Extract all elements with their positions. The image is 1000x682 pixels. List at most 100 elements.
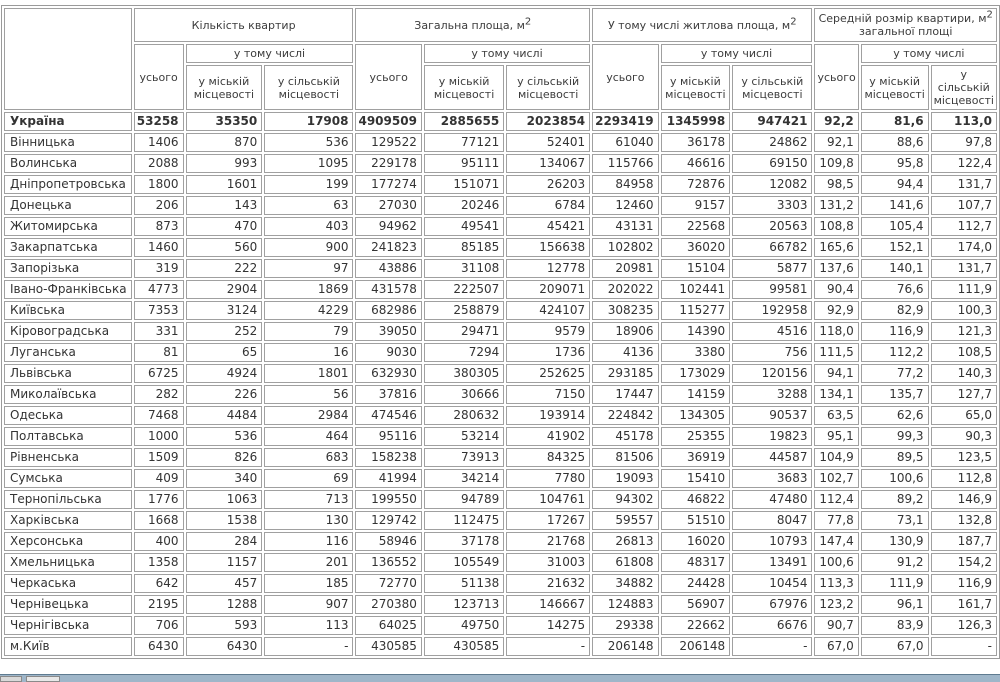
status-bar-segment [26,676,60,682]
urban-header: у міській місцевості [860,65,929,110]
value-cell: 15410 [660,469,731,488]
value-cell: 102,7 [814,469,859,488]
value-cell: 147,4 [814,532,859,551]
value-cell: 90,4 [814,280,859,299]
value-cell: 129522 [355,133,422,152]
value-cell: 146,9 [930,490,997,509]
value-cell: 123,5 [930,448,997,467]
region-name-cell: Закарпатська [4,238,132,257]
value-cell: 85185 [423,238,505,257]
value-cell: 141,6 [860,196,929,215]
table-row: Сумська 409 340 69 41994 34214 7780 19093 15410 3… [4,469,997,488]
value-cell: 826 [185,448,263,467]
group-header-text: Середній розмір квартири, м [818,12,987,25]
value-cell: 26203 [506,175,591,194]
value-cell: 47480 [732,490,813,509]
value-cell: 97,8 [930,133,997,152]
region-name-cell: Україна [4,112,132,131]
table-body: Україна 53258 35350 17908 4909509 2885655 2023… [4,112,997,656]
value-cell: 95111 [423,154,505,173]
table-row: Вінницька 1406 870 536 129522 77121 52401 61040… [4,133,997,152]
value-cell: 100,3 [930,301,997,320]
value-cell: 95,8 [860,154,929,173]
region-name-cell: Кіровоградська [4,322,132,341]
value-cell: - [264,637,354,656]
group-header-text: Загальна площа, м [414,18,525,32]
value-cell: 94789 [423,490,505,509]
value-cell: 105549 [423,553,505,572]
value-cell: 241823 [355,238,422,257]
value-cell: 29471 [423,322,505,341]
value-cell: 82,9 [860,301,929,320]
value-cell: 66782 [732,238,813,257]
value-cell: 94,1 [814,364,859,383]
value-cell: 2023854 [506,112,591,131]
value-cell: 154,2 [930,553,997,572]
group-header-living-area: У тому числі житлова площа, м2 [592,8,813,42]
value-cell: 706 [133,616,184,635]
value-cell: 642 [133,574,184,593]
value-cell: 19823 [732,427,813,446]
value-cell: 130,9 [860,532,929,551]
value-cell: 34882 [592,574,659,593]
value-cell: 84325 [506,448,591,467]
value-cell: 209071 [506,280,591,299]
value-cell: 2904 [185,280,263,299]
value-cell: 20246 [423,196,505,215]
value-cell: 9157 [660,196,731,215]
value-cell: 100,6 [814,553,859,572]
region-name-cell: м.Київ [4,637,132,656]
value-cell: 120156 [732,364,813,383]
value-cell: 20981 [592,259,659,278]
value-cell: 31108 [423,259,505,278]
table-row: Закарпатська 1460 560 900 241823 85185 156638 1… [4,238,997,257]
value-cell: 993 [185,154,263,173]
superscript: 2 [790,15,797,27]
value-cell: 7150 [506,385,591,404]
value-cell: 199550 [355,490,422,509]
table-row: Донецька 206 143 63 27030 20246 6784 12460 9157 3… [4,196,997,215]
value-cell: 116,9 [860,322,929,341]
value-cell: 41994 [355,469,422,488]
value-cell: 81,6 [860,112,929,131]
value-cell: 2885655 [423,112,505,131]
value-cell: 308235 [592,301,659,320]
superscript: 2 [986,9,993,21]
value-cell: 89,5 [860,448,929,467]
value-cell: 113 [264,616,354,635]
table-row: Україна 53258 35350 17908 4909509 2885655 2023… [4,112,997,131]
region-name-cell: Хмельницька [4,553,132,572]
value-cell: 1776 [133,490,184,509]
value-cell: 252625 [506,364,591,383]
value-cell: 45178 [592,427,659,446]
value-cell: 17267 [506,511,591,530]
header-leaf-row: у міській місцевості у сільській місцево… [4,65,997,110]
value-cell: 9030 [355,343,422,362]
value-cell: 873 [133,217,184,236]
value-cell: 52401 [506,133,591,152]
value-cell: 409 [133,469,184,488]
value-cell: 1288 [185,595,263,614]
value-cell: 134067 [506,154,591,173]
region-name-cell: Тернопільська [4,490,132,509]
value-cell: 79 [264,322,354,341]
value-cell: 43131 [592,217,659,236]
value-cell: 1869 [264,280,354,299]
including-header: у тому числі [185,44,354,63]
value-cell: 536 [185,427,263,446]
value-cell: 1406 [133,133,184,152]
value-cell: 201 [264,553,354,572]
group-header-average-size: Середній розмір квартири, м2 загальної п… [814,8,997,42]
value-cell: 76,6 [860,280,929,299]
value-cell: 947421 [732,112,813,131]
value-cell: 430585 [423,637,505,656]
value-cell: 90,3 [930,427,997,446]
value-cell: 12778 [506,259,591,278]
value-cell: 431578 [355,280,422,299]
rural-header: у сільській місцевості [930,65,997,110]
region-name-cell: Черкаська [4,574,132,593]
value-cell: 7468 [133,406,184,425]
value-cell: 112,4 [814,490,859,509]
value-cell: 1601 [185,175,263,194]
group-header-text: Кількість квартир [191,18,296,32]
